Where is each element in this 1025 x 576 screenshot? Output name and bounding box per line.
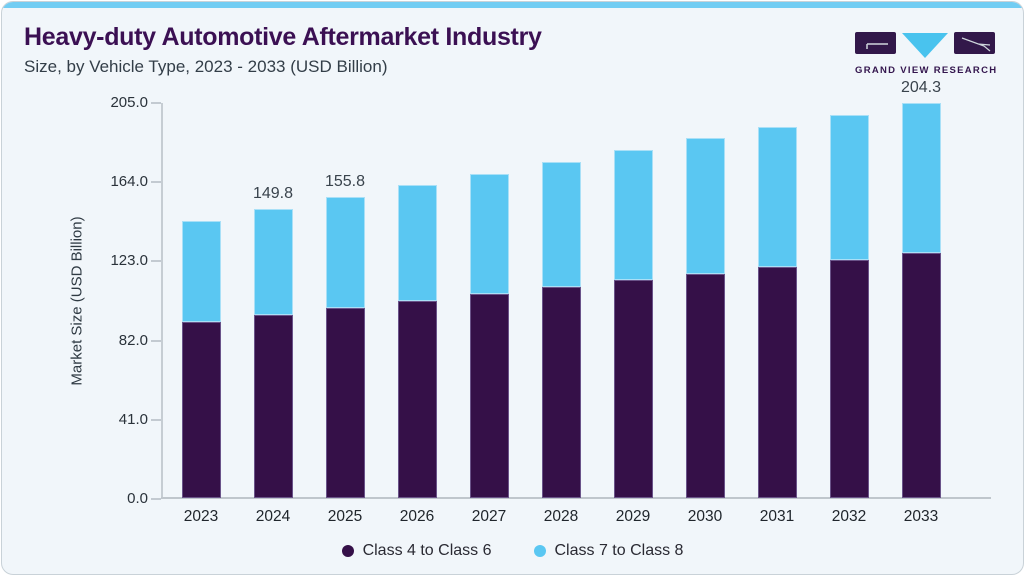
top-accent-bar [2,2,1023,8]
bar-segment-class-4-to-6-2027 [469,293,509,498]
brand-logo: GRAND VIEW RESEARCH [855,32,998,76]
y-tick-label: 0.0 [127,490,148,507]
y-axis-line [161,103,163,499]
bar-2027 [469,173,509,498]
x-tick-label: 2025 [327,508,363,525]
x-tick-label: 2024 [255,508,291,525]
bar-segment-class-4-to-6-2032 [829,260,869,498]
brand-name: GRAND VIEW RESEARCH [855,65,998,76]
bar-segment-class-4-to-6-2028 [541,286,581,498]
chart-legend: Class 4 to Class 6 Class 7 to Class 8 [2,539,1023,563]
legend-label: Class 4 to Class 6 [362,542,492,559]
x-tick-label: 2032 [831,508,867,525]
bar-segment-class-4-to-6-2029 [613,280,653,498]
x-tick-label: 2030 [687,508,723,525]
y-tick-mark [151,260,161,263]
bar-segment-class-7-to-8-2026 [397,185,437,301]
y-tick-label: 164.0 [110,173,148,191]
page-title: Heavy-duty Automotive Aftermarket Indust… [24,23,542,51]
bar-segment-class-7-to-8-2027 [469,173,509,294]
logo-g-icon [855,32,896,54]
bar-segment-class-4-to-6-2033 [901,253,941,498]
bar-segment-class-4-to-6-2024 [253,314,293,498]
bar-segment-class-7-to-8-2030 [685,138,725,274]
bar-2025 [325,197,365,498]
bar-segment-class-7-to-8-2032 [829,115,869,261]
x-tick-label: 2033 [903,508,939,525]
x-tick-label: 2029 [615,508,651,525]
legend-item: Class 7 to Class 8 [533,542,684,560]
logo-r-icon [954,32,995,54]
y-tick-label: 82.0 [118,331,148,349]
x-tick-label: 2028 [543,508,579,525]
bar-segment-class-4-to-6-2026 [397,300,437,498]
y-axis-title: Market Size (USD Billion) [68,216,86,386]
y-tick-mark [151,339,161,342]
bar-segment-class-7-to-8-2033 [901,103,941,254]
legend-label: Class 7 to Class 8 [554,542,684,559]
bar-segment-class-4-to-6-2025 [325,307,365,498]
plot-area: 149.8 155.8 204.3 [161,79,991,499]
bar-segment-class-7-to-8-2028 [541,161,581,287]
bar-2033 [901,103,941,498]
x-tick-label: 2027 [471,508,507,525]
x-tick-label: 2023 [183,508,219,525]
bar-value-label: 155.8 [324,173,366,191]
bar-segment-class-7-to-8-2029 [613,149,653,281]
legend-swatch-icon [341,545,354,557]
bar-2032 [829,115,869,498]
bar-segment-class-4-to-6-2023 [181,322,221,498]
y-tick-mark [151,181,161,184]
y-tick-mark [151,418,161,421]
bar-2023 [181,220,221,498]
y-tick-mark [151,102,161,104]
logo-v-icon [902,33,948,58]
bar-segment-class-7-to-8-2024 [253,208,293,315]
y-tick-label: 41.0 [118,410,148,428]
y-tick-label: 123.0 [110,252,148,270]
page-subtitle: Size, by Vehicle Type, 2023 - 2033 (USD … [24,56,388,76]
bar-2030 [685,138,725,498]
bar-segment-class-7-to-8-2023 [181,220,221,323]
chart-header: Heavy-duty Automotive Aftermarket Indust… [24,23,542,77]
bar-2028 [541,161,581,498]
y-tick-mark [151,498,161,500]
bar-segment-class-7-to-8-2025 [325,197,365,308]
x-axis-line [161,497,991,499]
bar-2026 [397,185,437,498]
bar-segment-class-7-to-8-2031 [757,126,797,268]
bar-value-label: 204.3 [900,79,942,97]
x-tick-label: 2026 [399,508,435,525]
y-tick-label: 205.0 [110,94,148,111]
bar-2029 [613,149,653,498]
logo-marks [855,32,995,58]
bar-2031 [757,126,797,498]
legend-swatch-icon [533,545,546,557]
bar-segment-class-4-to-6-2030 [685,273,725,498]
bar-segment-class-4-to-6-2031 [757,267,797,498]
bar-2024 [253,208,293,498]
legend-item: Class 4 to Class 6 [341,542,492,560]
x-tick-label: 2031 [759,508,795,525]
bar-value-label: 149.8 [252,184,294,202]
